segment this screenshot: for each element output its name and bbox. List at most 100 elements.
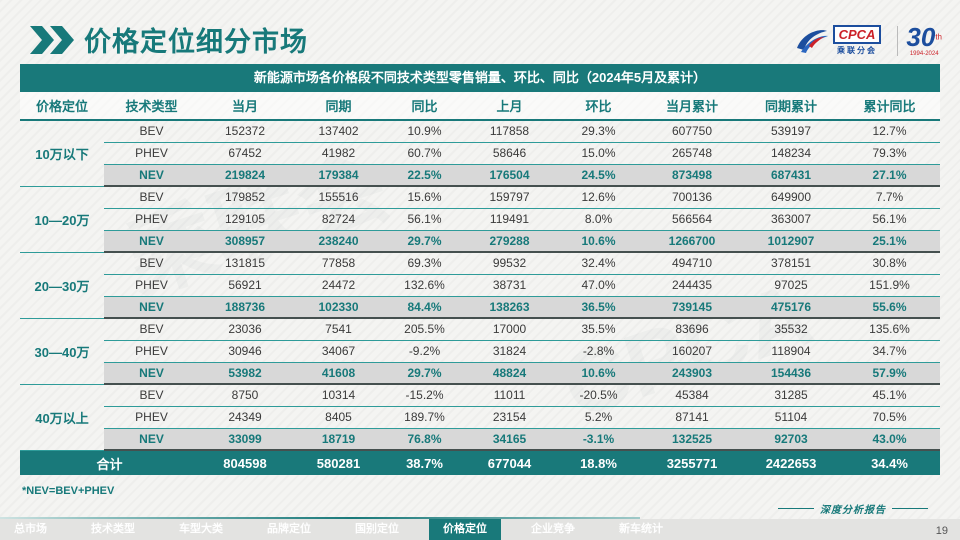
nav-item-6[interactable]: 价格定位 [429, 519, 501, 540]
table-header-row: 价格定位 技术类型 当月 同期 同比 上月 环比 当月累计 同期累计 累计同比 [20, 92, 940, 121]
value-cell: 38731 [463, 274, 556, 297]
value-cell: -15.2% [386, 384, 463, 407]
cpca-swoosh-icon [796, 29, 828, 53]
value-cell: 84.4% [386, 296, 463, 319]
value-cell: 56.1% [839, 208, 940, 231]
value-cell: 25.1% [839, 230, 940, 253]
value-cell: 378151 [743, 252, 839, 275]
value-cell: 56.1% [386, 208, 463, 231]
value-cell: 138263 [463, 296, 556, 319]
value-cell: 35532 [743, 318, 839, 341]
table-title: 新能源市场各价格段不同技术类型零售销量、环比、同比（2024年5月及累计） [20, 64, 940, 92]
value-cell: 219824 [199, 164, 291, 187]
value-cell: 77858 [291, 252, 386, 275]
value-cell: 35.5% [556, 318, 641, 341]
value-cell: 873498 [641, 164, 743, 187]
column-header: 同期累计 [743, 92, 839, 121]
value-cell: 279288 [463, 230, 556, 253]
value-cell: 151.9% [839, 274, 940, 297]
value-cell: 55.6% [839, 296, 940, 319]
table-row: NEV 53982 41608 29.7% 48824 10.6% 243903 154436… [20, 362, 940, 385]
value-cell: 76.8% [386, 428, 463, 451]
table-row: NEV 188736 102330 84.4% 138263 36.5% 739145 475… [20, 296, 940, 319]
tech-type-cell: BEV [104, 384, 199, 407]
value-cell: 129105 [199, 208, 291, 231]
logo-area: CPCA 乘联分会 30th 1994-2024 [795, 24, 942, 57]
value-cell: 179384 [291, 164, 386, 187]
total-value-cell: 18.8% [556, 450, 641, 475]
nav-item-4[interactable]: 品牌定位 [267, 523, 311, 535]
tech-type-cell: PHEV [104, 274, 199, 297]
value-cell: 152372 [199, 120, 291, 143]
tech-type-cell: BEV [104, 120, 199, 143]
value-cell: 23036 [199, 318, 291, 341]
value-cell: 29.7% [386, 230, 463, 253]
value-cell: 1012907 [743, 230, 839, 253]
value-cell: 31285 [743, 384, 839, 407]
value-cell: 5.2% [556, 406, 641, 429]
tech-type-cell: BEV [104, 318, 199, 341]
value-cell: 30.8% [839, 252, 940, 275]
value-cell: 739145 [641, 296, 743, 319]
value-cell: 36.5% [556, 296, 641, 319]
price-band-label: 20—30万 [20, 252, 104, 319]
value-cell: -9.2% [386, 340, 463, 363]
value-cell: 70.5% [839, 406, 940, 429]
value-cell: 56921 [199, 274, 291, 297]
value-cell: 649900 [743, 186, 839, 209]
value-cell: 58646 [463, 142, 556, 165]
value-cell: 10.9% [386, 120, 463, 143]
value-cell: 33099 [199, 428, 291, 451]
value-cell: 79.3% [839, 142, 940, 165]
value-cell: 67452 [199, 142, 291, 165]
column-header: 同期 [291, 92, 386, 121]
price-band-label: 10万以下 [20, 120, 104, 187]
nav-item-2[interactable]: 技术类型 [91, 523, 135, 535]
value-cell: 7541 [291, 318, 386, 341]
total-value-cell: 34.4% [839, 450, 940, 475]
value-cell: 700136 [641, 186, 743, 209]
column-header: 同比 [386, 92, 463, 121]
cpca-logo-text: CPCA [832, 25, 882, 44]
value-cell: -3.1% [556, 428, 641, 451]
value-cell: 29.7% [386, 362, 463, 385]
value-cell: 687431 [743, 164, 839, 187]
value-cell: 119491 [463, 208, 556, 231]
value-cell: 179852 [199, 186, 291, 209]
value-cell: 18719 [291, 428, 386, 451]
nav-item-3[interactable]: 车型大类 [179, 523, 223, 535]
column-header: 当月累计 [641, 92, 743, 121]
value-cell: 8405 [291, 406, 386, 429]
nav-item-7[interactable]: 企业竞争 [531, 523, 575, 535]
table-row: PHEV 30946 34067 -9.2% 31824 -2.8% 160207 11890… [20, 340, 940, 363]
value-cell: 10.6% [556, 362, 641, 385]
value-cell: 132525 [641, 428, 743, 451]
value-cell: 97025 [743, 274, 839, 297]
value-cell: 51104 [743, 406, 839, 429]
table-row: NEV 33099 18719 76.8% 34165 -3.1% 132525 92703 4… [20, 428, 940, 451]
value-cell: 23154 [463, 406, 556, 429]
anniversary-badge: 30th 1994-2024 [906, 24, 942, 57]
value-cell: 176504 [463, 164, 556, 187]
value-cell: 475176 [743, 296, 839, 319]
table-row: 10—20万 BEV 179852 155516 15.6% 159797 12.6% 700… [20, 186, 940, 253]
value-cell: 118904 [743, 340, 839, 363]
value-cell: 34.7% [839, 340, 940, 363]
value-cell: 12.6% [556, 186, 641, 209]
nav-item-8[interactable]: 新车统计 [619, 523, 663, 535]
value-cell: 159797 [463, 186, 556, 209]
page-header: 价格定位细分市场 [28, 20, 308, 59]
value-cell: 148234 [743, 142, 839, 165]
nav-item-1[interactable]: 总市场 [14, 523, 47, 535]
anniversary-number: 30 [906, 22, 936, 52]
total-value-cell: 2422653 [743, 450, 839, 475]
value-cell: 82724 [291, 208, 386, 231]
total-row: 合计 804598 580281 38.7% 677044 18.8% 3255771 242… [20, 450, 940, 475]
value-cell: 189.7% [386, 406, 463, 429]
value-cell: 57.9% [839, 362, 940, 385]
tech-type-cell: NEV [104, 230, 199, 253]
nav-item-5[interactable]: 国别定位 [355, 523, 399, 535]
value-cell: 566564 [641, 208, 743, 231]
value-cell: 539197 [743, 120, 839, 143]
value-cell: 69.3% [386, 252, 463, 275]
